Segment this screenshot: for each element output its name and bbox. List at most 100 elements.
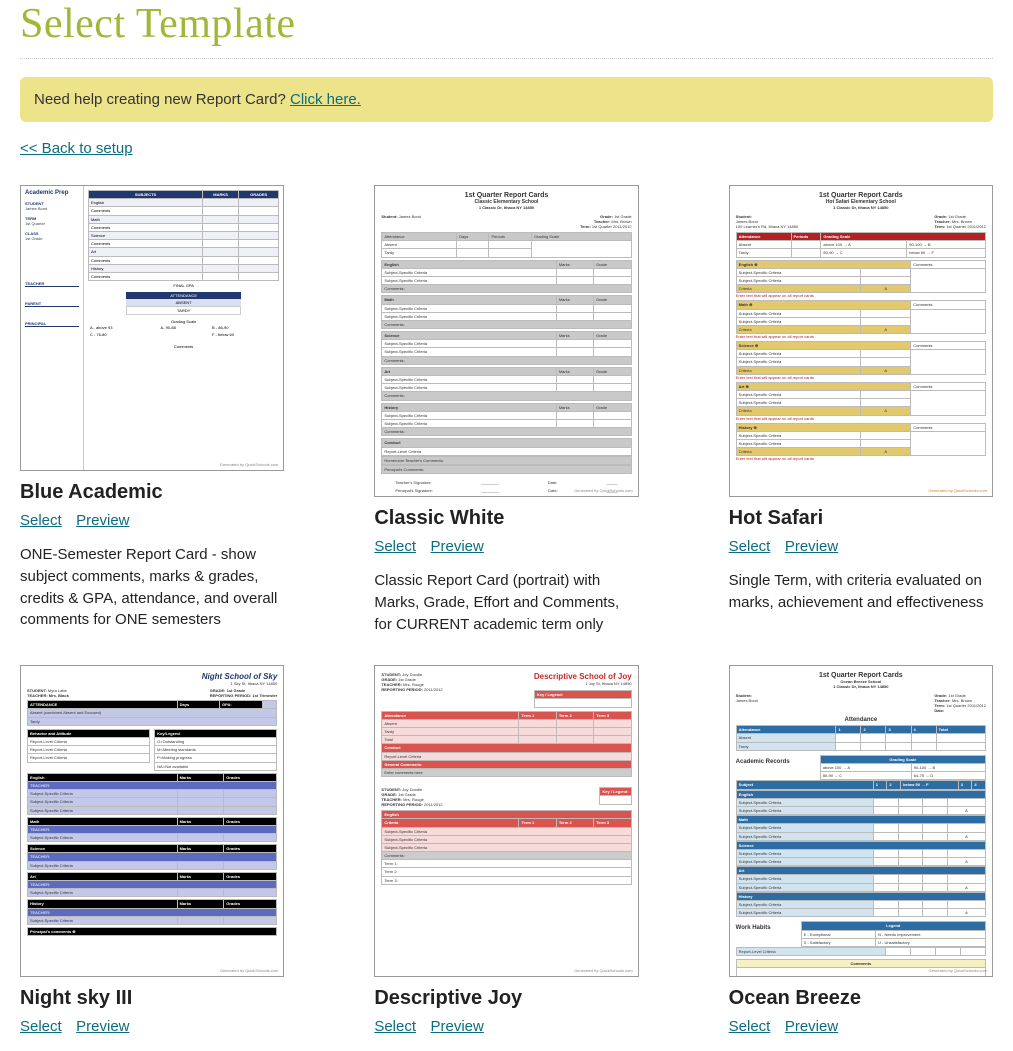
help-banner-text: Need help creating new Report Card?	[34, 91, 290, 108]
template-name: Hot Safari	[729, 507, 993, 530]
preview-link[interactable]: Preview	[76, 1018, 129, 1035]
td: 80-90 → C	[820, 772, 911, 780]
select-link[interactable]: Select	[374, 538, 416, 555]
td: 90-100 → B	[907, 241, 986, 249]
help-banner: Need help creating new Report Card? Clic…	[20, 77, 993, 122]
td: Homeroom Teacher's Comments:	[382, 456, 631, 464]
td: Tardy	[736, 249, 791, 257]
thumb-label: Date:	[934, 708, 944, 713]
thumb-label: TEACHER:	[27, 693, 48, 698]
thumb-value: 100 Learner's Rd, Ithaca NY 14850	[736, 224, 799, 229]
td: Absent	[736, 241, 791, 249]
td: Days	[177, 701, 219, 709]
td: Days	[457, 233, 489, 241]
template-name: Blue Academic	[20, 481, 284, 504]
thumb-value: James Bond	[399, 214, 421, 219]
td: History	[88, 264, 202, 272]
td: ATTENDANCE	[28, 701, 178, 709]
preview-link[interactable]: Preview	[76, 512, 129, 529]
template-name: Descriptive Joy	[374, 987, 638, 1010]
td: Report-Level Criteria	[28, 738, 150, 746]
td: Comments:	[382, 852, 631, 860]
template-card-blue-academic: Academic Prep STUDENT James Bond TERM 1s…	[20, 185, 284, 635]
td: A- 90-88	[158, 324, 210, 331]
template-thumbnail[interactable]: 1st Quarter Report Cards Hot Safari Elem…	[729, 185, 993, 497]
select-link[interactable]: Select	[729, 1018, 771, 1035]
thumb-attendance-label: ATTENDANCE	[126, 292, 241, 299]
generated-by: Generated by QuickSchools.com	[220, 462, 278, 467]
thumb-school: Night School of Sky	[27, 672, 277, 681]
td: P=Making progress	[155, 754, 277, 762]
td: Term 1:	[382, 860, 631, 868]
td: 3	[886, 726, 911, 734]
td: C - 76-80	[88, 331, 159, 338]
td: 90-100 → B	[911, 764, 985, 772]
generated-by: Generated by QuickSchools.com	[929, 488, 987, 493]
select-link[interactable]: Select	[20, 1018, 62, 1035]
template-actions: Select Preview	[20, 512, 284, 530]
td: Absent	[736, 734, 836, 742]
td: Grading Scale	[531, 233, 631, 241]
td: GPA:	[219, 701, 262, 709]
td: English	[88, 199, 202, 207]
td: Subject-Specific Criteria	[382, 835, 631, 843]
td: Tardy	[382, 249, 457, 257]
thumb-school: Descriptive School of Joy	[534, 672, 632, 681]
td: Conduct	[382, 744, 631, 752]
thumb-value: James Bond	[25, 206, 79, 211]
preview-link[interactable]: Preview	[785, 1018, 838, 1035]
template-thumbnail[interactable]: Academic Prep STUDENT James Bond TERM 1s…	[20, 185, 284, 471]
thumb-value: 1st Quarter 2011/2012	[946, 703, 986, 708]
thumb-label: Student:	[381, 214, 397, 219]
template-card-hot-safari: 1st Quarter Report Cards Hot Safari Elem…	[729, 185, 993, 635]
td: 1	[836, 726, 861, 734]
thumb-addr: 1 Classic Dr, Ithaca NY 14850	[736, 684, 986, 689]
preview-link[interactable]: Preview	[430, 1018, 483, 1035]
help-banner-link[interactable]: Click here.	[290, 91, 361, 108]
td: Subject-Specific Criteria	[382, 827, 631, 835]
template-actions: Select Preview	[729, 538, 993, 556]
select-link[interactable]: Select	[729, 538, 771, 555]
preview-link[interactable]: Preview	[430, 538, 483, 555]
template-thumbnail[interactable]: 1st Quarter Report Cards Classic Element…	[374, 185, 638, 497]
td: Science	[88, 231, 202, 239]
td: U - Unsatisfactory	[876, 938, 986, 946]
thumb-value: 1st Grade	[25, 236, 79, 241]
back-to-setup-link[interactable]: << Back to setup	[20, 140, 133, 157]
template-thumbnail[interactable]: Night School of Sky 1 Sky St, Ithaca NY …	[20, 665, 284, 977]
td: Total	[936, 726, 985, 734]
thumb-subjects-table: SUBJECTSMARKSGRADES English Comments Mat…	[88, 190, 279, 281]
template-card-night-sky: Night School of Sky 1 Sky St, Ithaca NY …	[20, 665, 284, 1050]
template-actions: Select Preview	[20, 1018, 284, 1036]
td: below 60 → F	[907, 249, 986, 257]
template-name: Ocean Breeze	[729, 987, 993, 1010]
td: Term 1	[519, 711, 556, 719]
template-actions: Select Preview	[729, 1018, 993, 1036]
generated-by: Generated by QuickSchools.com	[574, 488, 632, 493]
td: M=Meeting standards	[155, 746, 277, 754]
td: 80-90 → C	[821, 249, 907, 257]
title-divider	[20, 58, 993, 59]
td: Absent (combined Absent and Excused)	[28, 709, 277, 717]
td: Term 1	[519, 819, 556, 827]
td: Comments	[736, 960, 985, 968]
td: Enter comments here	[382, 768, 631, 776]
thumb-value: 1st Trimester	[252, 693, 277, 698]
preview-link[interactable]: Preview	[785, 538, 838, 555]
template-thumbnail[interactable]: STUDENT: Joy Doodle GRADE: 1st Grade TEA…	[374, 665, 638, 977]
thumb-value: 2011/2012	[424, 802, 443, 807]
template-thumbnail[interactable]: 1st Quarter Report Cards Ocean Breeze Sc…	[729, 665, 993, 977]
td: General Comments:	[382, 760, 631, 768]
td: 2	[861, 726, 886, 734]
select-link[interactable]: Select	[374, 1018, 416, 1035]
thumb-title: 1st Quarter Report Cards	[736, 192, 986, 199]
td: Comments	[88, 240, 202, 248]
td: Subject-Specific Criteria	[382, 843, 631, 851]
thumb-label: PRINCIPAL	[25, 321, 79, 327]
generated-by: Generated by QuickSchools.com	[220, 968, 278, 973]
select-link[interactable]: Select	[20, 512, 62, 529]
td: E - Exceptional	[801, 930, 875, 938]
td: Behavior and Attitude	[28, 729, 150, 737]
thumb-title: 1st Quarter Report Cards	[381, 192, 631, 199]
td: Attendance	[736, 726, 836, 734]
